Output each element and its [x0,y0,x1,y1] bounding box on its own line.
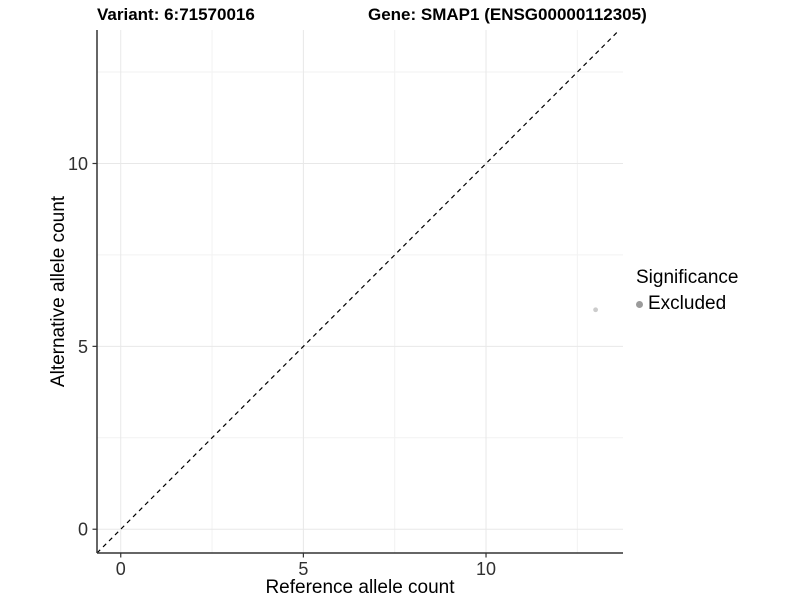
x-tick-label: 10 [476,559,496,579]
identity-line [96,29,620,554]
legend-item-label: Excluded [648,293,727,314]
plot-title-variant: Variant: 6:71570016 [97,5,255,24]
x-tick-label: 0 [116,559,126,579]
x-axis-title: Reference allele count [265,577,455,598]
legend-item-excluded: Excluded [636,293,738,315]
y-tick-label: 5 [78,337,88,357]
data-point [593,307,599,313]
y-axis-title: Alternative allele count [48,195,69,387]
y-tick-label: 0 [78,520,88,540]
plot-title-gene: Gene: SMAP1 (ENSG00000112305) [368,5,647,24]
x-tick-label: 5 [298,559,308,579]
legend: Significance Excluded [636,266,738,315]
y-tick-label: 10 [68,154,88,174]
legend-dot-icon [636,300,643,308]
legend-title: Significance [636,267,739,288]
